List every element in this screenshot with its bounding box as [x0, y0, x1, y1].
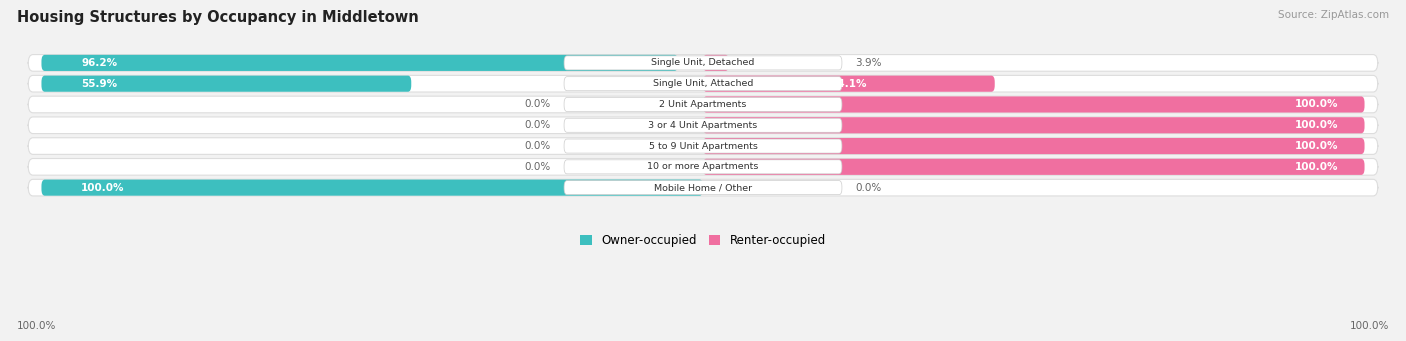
Text: 3.9%: 3.9% — [855, 58, 882, 68]
FancyBboxPatch shape — [564, 139, 842, 153]
Text: 5 to 9 Unit Apartments: 5 to 9 Unit Apartments — [648, 142, 758, 151]
FancyBboxPatch shape — [28, 96, 1378, 113]
Text: 100.0%: 100.0% — [82, 183, 125, 193]
Legend: Owner-occupied, Renter-occupied: Owner-occupied, Renter-occupied — [579, 234, 827, 248]
Text: 55.9%: 55.9% — [82, 79, 117, 89]
FancyBboxPatch shape — [703, 76, 994, 92]
Text: Housing Structures by Occupancy in Middletown: Housing Structures by Occupancy in Middl… — [17, 10, 419, 25]
FancyBboxPatch shape — [28, 75, 1378, 92]
Text: 0.0%: 0.0% — [524, 162, 551, 172]
FancyBboxPatch shape — [41, 55, 678, 71]
FancyBboxPatch shape — [28, 138, 1378, 154]
Text: 100.0%: 100.0% — [1295, 141, 1339, 151]
Text: 3 or 4 Unit Apartments: 3 or 4 Unit Apartments — [648, 121, 758, 130]
FancyBboxPatch shape — [28, 117, 1378, 134]
Text: Single Unit, Attached: Single Unit, Attached — [652, 79, 754, 88]
Text: 0.0%: 0.0% — [524, 120, 551, 130]
FancyBboxPatch shape — [703, 138, 1365, 154]
FancyBboxPatch shape — [564, 98, 842, 112]
Text: 100.0%: 100.0% — [1350, 321, 1389, 331]
FancyBboxPatch shape — [28, 55, 1378, 71]
Text: 100.0%: 100.0% — [17, 321, 56, 331]
Text: Source: ZipAtlas.com: Source: ZipAtlas.com — [1278, 10, 1389, 20]
Text: 0.0%: 0.0% — [524, 100, 551, 109]
Text: 100.0%: 100.0% — [1295, 100, 1339, 109]
Text: 96.2%: 96.2% — [82, 58, 117, 68]
Text: 44.1%: 44.1% — [831, 79, 868, 89]
Text: 0.0%: 0.0% — [855, 183, 882, 193]
FancyBboxPatch shape — [703, 117, 1365, 133]
FancyBboxPatch shape — [28, 159, 1378, 175]
FancyBboxPatch shape — [41, 76, 412, 92]
FancyBboxPatch shape — [703, 159, 1365, 175]
Text: 100.0%: 100.0% — [1295, 162, 1339, 172]
FancyBboxPatch shape — [564, 77, 842, 91]
Text: 10 or more Apartments: 10 or more Apartments — [647, 162, 759, 171]
Text: 100.0%: 100.0% — [1295, 120, 1339, 130]
FancyBboxPatch shape — [703, 97, 1365, 113]
FancyBboxPatch shape — [41, 180, 703, 196]
Text: 0.0%: 0.0% — [524, 141, 551, 151]
FancyBboxPatch shape — [564, 56, 842, 70]
Text: Mobile Home / Other: Mobile Home / Other — [654, 183, 752, 192]
FancyBboxPatch shape — [564, 118, 842, 132]
Text: 2 Unit Apartments: 2 Unit Apartments — [659, 100, 747, 109]
FancyBboxPatch shape — [28, 179, 1378, 196]
FancyBboxPatch shape — [564, 160, 842, 174]
Text: Single Unit, Detached: Single Unit, Detached — [651, 58, 755, 68]
FancyBboxPatch shape — [564, 181, 842, 195]
FancyBboxPatch shape — [703, 55, 728, 71]
